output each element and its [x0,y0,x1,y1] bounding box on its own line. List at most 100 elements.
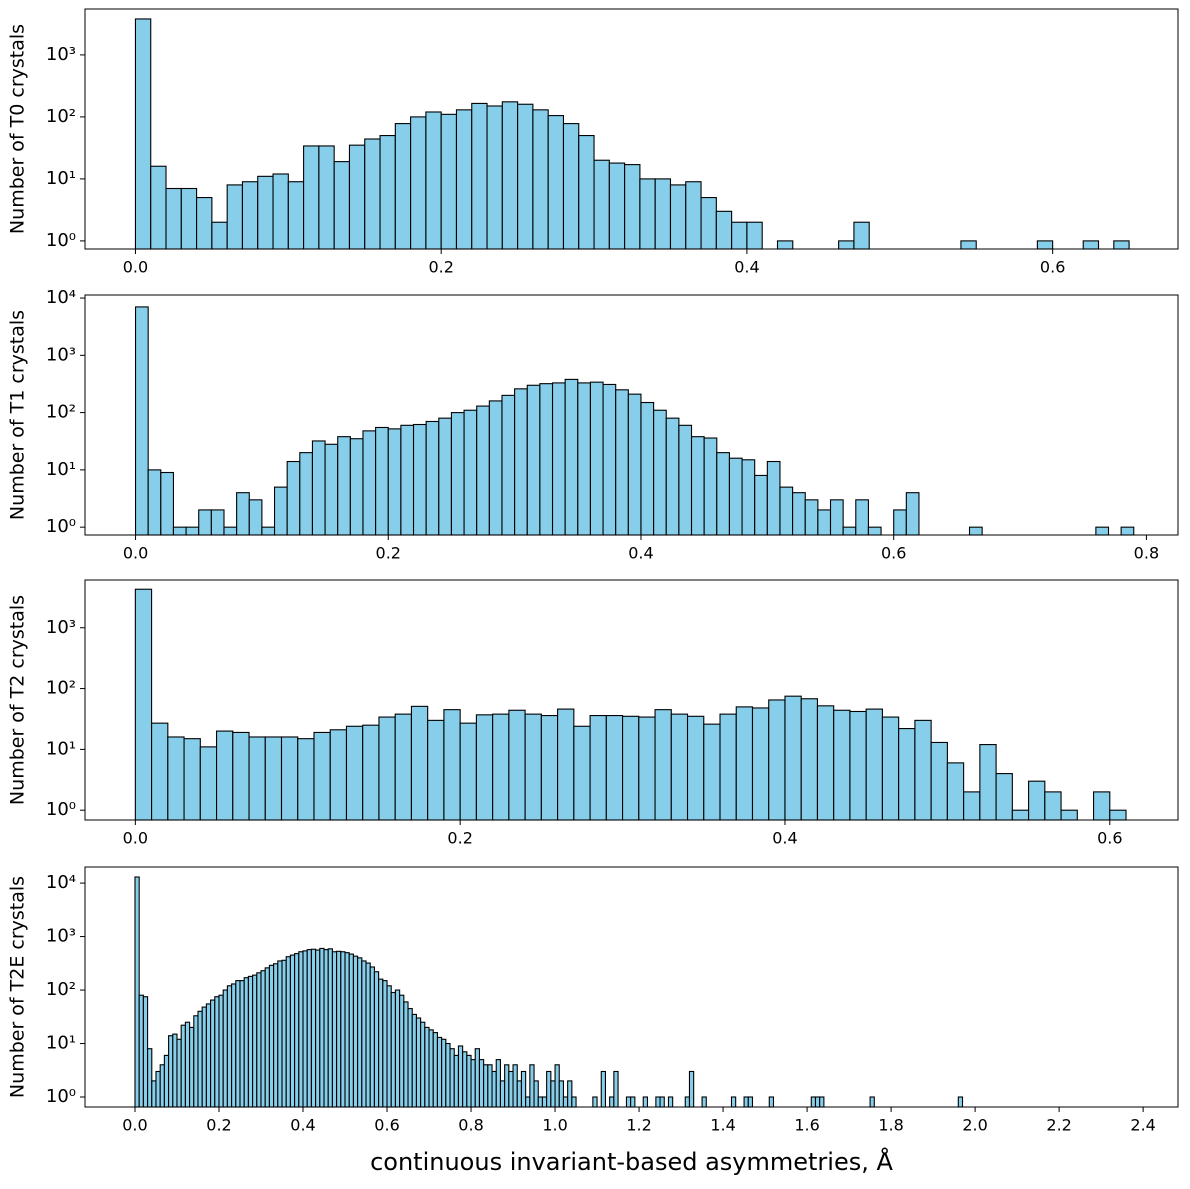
bar [743,1096,749,1108]
bar [684,1096,691,1108]
bar [445,1042,451,1108]
bar [261,526,276,536]
bar [257,175,274,250]
bar [466,1054,472,1108]
bar [337,436,351,536]
x-tick-label: 0.4 [772,829,797,848]
axes-frame [84,8,1179,250]
y-tick-label: 10¹ [46,459,76,480]
x-tick-label: 1.2 [626,1116,651,1135]
bar [1060,809,1078,821]
bar [303,145,320,250]
bar [701,1096,707,1108]
bar [838,240,855,250]
bar [272,173,289,250]
bar [600,1070,607,1108]
bar [703,437,718,536]
bar [512,1064,518,1108]
bar [378,978,384,1108]
bar [508,709,526,821]
y-tick-label: 10¹ [46,738,76,759]
x-tick-label: 1.8 [878,1116,903,1135]
bar [218,994,224,1108]
bar [865,708,883,821]
bar [151,1080,157,1108]
bar [155,1070,161,1108]
bar [390,991,396,1108]
bar [180,187,198,250]
bar [362,430,377,536]
bar [348,144,366,250]
bar [564,378,579,536]
bar [613,1070,619,1108]
bar [547,115,565,250]
bar [362,724,380,821]
bar [287,181,305,250]
bar [352,955,359,1108]
x-tick-label: 0.0 [123,829,148,848]
y-tick-label: 10³ [46,926,76,947]
bar [898,728,916,821]
y-tick-label: 10² [46,678,76,699]
bar [810,1096,817,1108]
y-tick-label: 10² [46,979,76,1000]
bar [441,1038,447,1108]
bar [369,966,375,1108]
bar [667,1096,674,1108]
x-tick-label: 1.0 [542,1116,567,1135]
x-tick-label: 0.8 [458,1116,483,1135]
bar [957,1096,964,1108]
bar [514,388,528,536]
bar [478,1059,485,1108]
y-tick-label: 10¹ [46,1033,76,1054]
x-tick-label: 2.2 [1046,1116,1071,1135]
bar [615,389,629,536]
bar [508,1070,514,1108]
bar [554,1064,560,1108]
bar [768,1096,775,1108]
bar [226,184,244,250]
bar [817,509,832,536]
bar [486,105,503,250]
bar [491,1070,497,1108]
bar [361,960,367,1108]
bar [524,713,542,821]
y-tick-label: 10¹ [46,168,76,189]
bar [239,980,245,1108]
bar [232,731,250,821]
y-tick-label: 10³ [46,617,76,638]
bar [411,1013,417,1108]
bar [703,723,721,821]
bar [1028,780,1046,821]
bar [248,499,263,536]
bar [176,1038,182,1108]
bar [425,111,442,250]
bar [256,972,262,1108]
bar [457,1045,464,1108]
x-tick-label: 0.6 [374,1116,399,1135]
bar [567,1080,573,1108]
bar [589,381,604,536]
x-tick-label: 0.4 [290,1116,315,1135]
bar [427,719,445,821]
x-tick-label: 0.6 [1040,258,1065,277]
bar [638,716,656,821]
bar [1109,809,1127,821]
bar [475,714,494,821]
bar [306,949,312,1108]
bar [438,417,452,536]
bar [443,709,461,821]
bar [735,706,754,821]
bar [784,695,802,821]
bar [310,948,317,1108]
bar [730,1096,737,1108]
bar [165,187,182,250]
y-axis-label: Number of T0 crystals [7,24,29,234]
bar [327,948,333,1108]
bar [180,1024,186,1108]
bar [172,1033,178,1108]
x-tick-label: 2.4 [1130,1116,1155,1135]
bar [196,197,213,250]
bar [345,725,364,821]
